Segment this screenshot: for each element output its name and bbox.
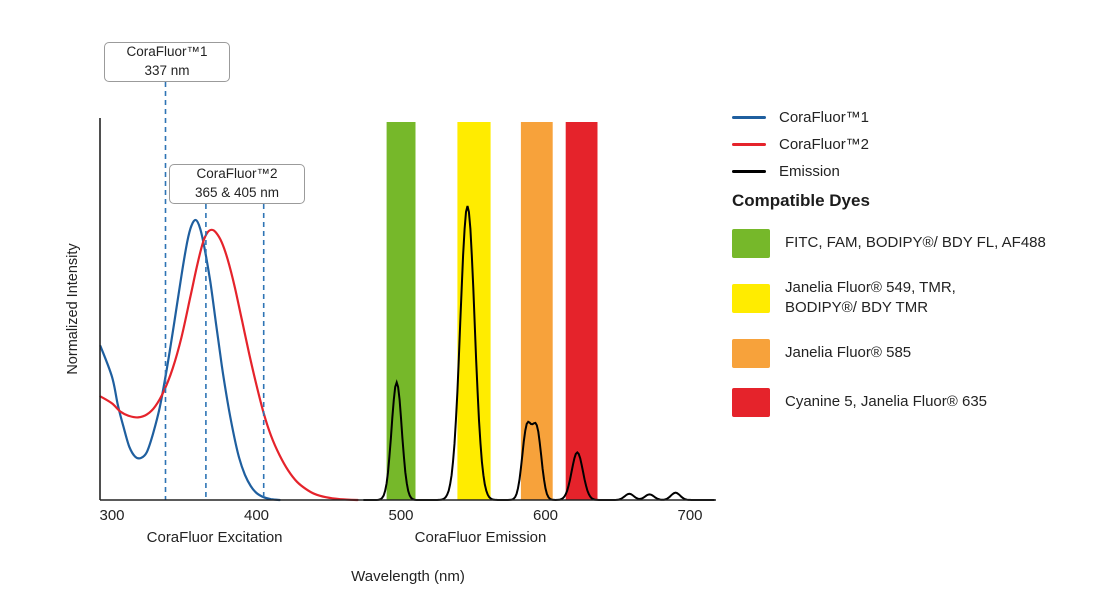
x-tick-label: 500: [388, 507, 413, 524]
dye-item-label: Janelia Fluor® 585: [785, 343, 912, 361]
dye-item-red: Cyanine 5, Janelia Fluor® 635: [732, 387, 1092, 417]
callout-corafluor2-value: 365 & 405 nm: [194, 185, 280, 200]
legend-item-corafluor2: CoraFluor™2: [732, 136, 1092, 153]
corafluor1-line-swatch: [732, 116, 766, 119]
callout-corafluor2: CoraFluor™2 365 & 405 nm: [169, 164, 305, 204]
dye-item-green: FITC, FAM, BODIPY®/ BDY FL, AF488: [732, 229, 1092, 258]
compatible-dyes-heading: Compatible Dyes: [732, 191, 870, 210]
legend-panel: CoraFluor™1 CoraFluor™2 Emission Compati…: [732, 109, 1092, 437]
x-tick-label: 700: [677, 507, 702, 524]
callout-corafluor1-title: CoraFluor™1: [126, 44, 208, 60]
x-tick-label: 300: [99, 507, 124, 524]
callout-corafluor2-title: CoraFluor™2: [196, 166, 278, 182]
legend-item-corafluor1: CoraFluor™1: [732, 109, 1092, 126]
dye-item-label: Cyanine 5, Janelia Fluor® 635: [785, 392, 988, 410]
dye-item-orange: Janelia Fluor® 585: [732, 338, 1092, 368]
x-tick-label: 400: [244, 507, 269, 524]
callout-corafluor1: CoraFluor™1 337 nm: [104, 42, 230, 82]
legend-item-label: CoraFluor™2: [779, 136, 870, 153]
dye-item-label: FITC, FAM, BODIPY®/ BDY FL, AF488: [785, 234, 1046, 252]
green-dye-swatch: [732, 229, 770, 258]
legend-item-emission: Emission: [732, 163, 1092, 180]
y-axis-title: Normalized Intensity: [65, 243, 81, 375]
axis-section-label-excitation: CoraFluor Excitation: [147, 529, 283, 546]
orange-dye-swatch: [732, 338, 770, 368]
yellow-dye-swatch: [732, 283, 770, 313]
emission-filter-band-red: [565, 122, 598, 500]
emission-line-swatch: [732, 170, 766, 173]
x-axis-title: Wavelength (nm): [351, 568, 465, 585]
red-dye-swatch: [732, 387, 770, 417]
excitation-curve-corafluor2: [99, 228, 359, 502]
x-tick-label: 600: [533, 507, 558, 524]
axis-section-label-emission: CoraFluor Emission: [415, 529, 547, 546]
dye-item-yellow: Janelia Fluor® 549, TMR, BODIPY®/ BDY TM…: [732, 278, 1092, 319]
emission-filter-band-orange: [520, 122, 553, 500]
dye-item-label: Janelia Fluor® 549, TMR, BODIPY®/ BDY TM…: [785, 279, 956, 317]
legend-item-label: Emission: [779, 163, 840, 180]
excitation-curve-corafluor1: [99, 218, 281, 502]
legend-item-label: CoraFluor™1: [779, 109, 870, 126]
callout-corafluor1-value: 337 nm: [144, 63, 190, 78]
corafluor2-line-swatch: [732, 143, 766, 146]
